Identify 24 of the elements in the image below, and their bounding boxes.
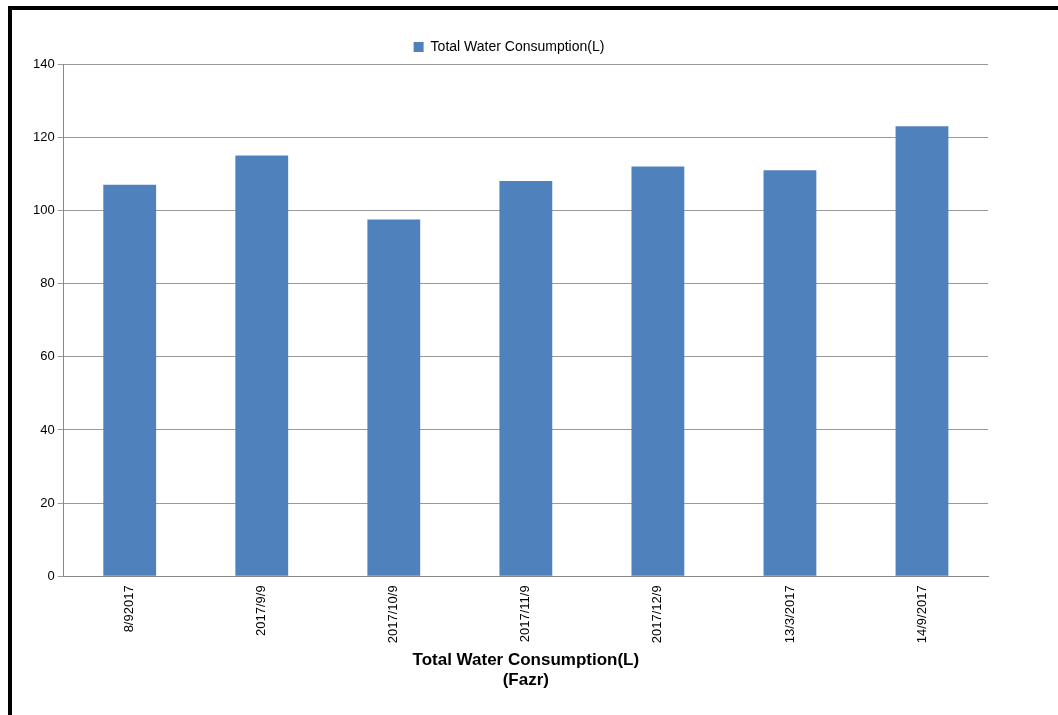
y-tick-label: 120 — [32, 128, 55, 144]
bar — [631, 166, 685, 576]
x-axis-title: Total Water Consumption(L) (Fazr) — [412, 650, 640, 690]
x-tick-label: 14/9/2017 — [913, 585, 929, 644]
x-tick-label: 13/3/2017 — [781, 585, 797, 644]
bar — [499, 181, 553, 576]
y-tick-label: 140 — [32, 55, 55, 71]
bar — [235, 155, 289, 576]
legend-label: Total Water Consumption(L) — [430, 37, 605, 54]
y-tick-label: 80 — [40, 275, 55, 291]
bar — [367, 219, 421, 576]
bar — [103, 184, 157, 576]
x-tick-label: 2017/12/9 — [649, 585, 665, 644]
y-tick-label: 0 — [47, 567, 55, 583]
bar — [763, 170, 817, 576]
y-tick-label: 20 — [40, 494, 55, 510]
y-tick-label: 40 — [40, 421, 55, 437]
y-tick-label: 60 — [40, 348, 55, 364]
y-tick-label: 100 — [32, 201, 55, 217]
x-tick-label: 8/92017 — [121, 585, 137, 633]
x-tick-label: 2017/10/9 — [385, 585, 401, 644]
bar — [895, 126, 949, 576]
x-tick-label: 2017/9/9 — [253, 585, 269, 636]
x-tick-label: 2017/11/9 — [517, 585, 533, 643]
